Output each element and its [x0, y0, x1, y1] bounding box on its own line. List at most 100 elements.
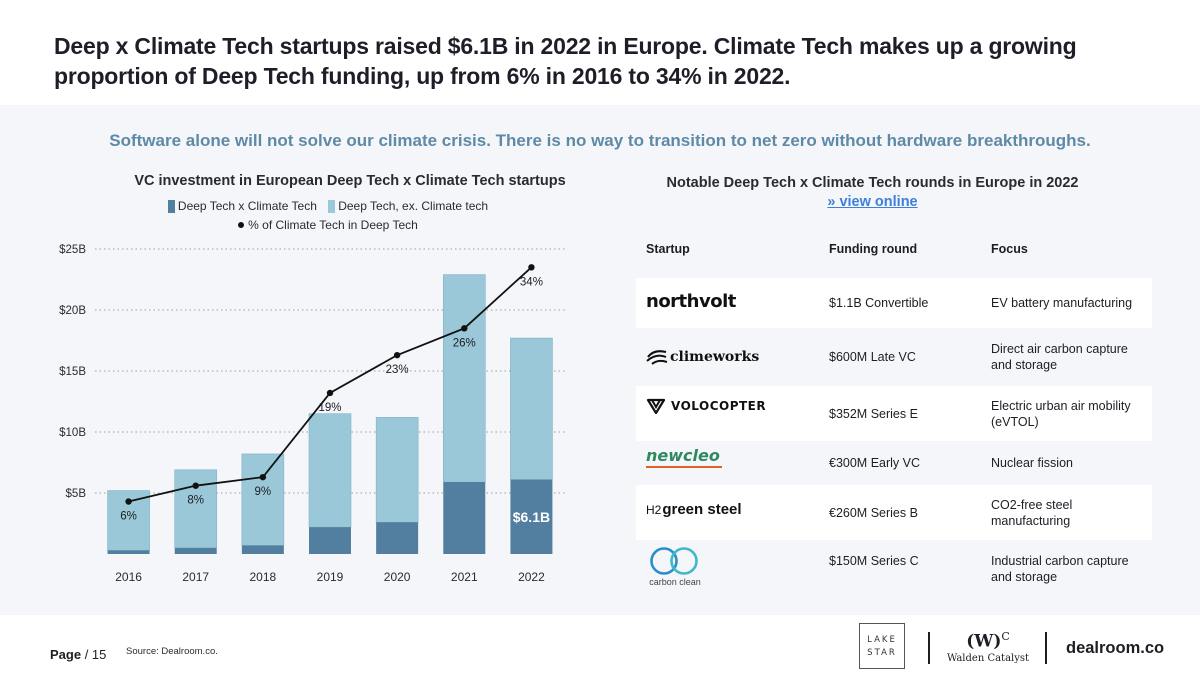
pct-point: [393, 351, 401, 359]
y-tick-label: $25B: [59, 244, 86, 256]
y-tick-label: $10B: [59, 427, 86, 439]
walden-mark: (W): [966, 631, 1002, 652]
lake-star-top: LAKE: [867, 635, 897, 645]
legend-item-pct: % of Climate Tech in Deep Tech: [238, 218, 418, 232]
x-tick-label: 2019: [317, 570, 344, 584]
climeworks-mark-icon: [646, 350, 668, 365]
y-tick-label: $5B: [66, 488, 87, 500]
focus-cell: Direct air carbon capture and storage: [991, 342, 1128, 372]
x-tick-label: 2021: [451, 570, 478, 584]
page-number: Page / 15: [50, 647, 106, 662]
bar-callout-label: $6.1B: [513, 509, 550, 525]
pct-label: 19%: [318, 402, 341, 414]
walden-catalyst-logo: (W)C Walden Catalyst: [946, 626, 1030, 665]
climeworks-logo: climeworks: [646, 349, 759, 365]
newcleo-underline: [646, 466, 722, 468]
legend-swatch-deep-ex: [328, 199, 336, 213]
y-tick-label: $15B: [59, 366, 86, 378]
pct-label: 23%: [386, 364, 409, 376]
legend-swatch-climate: [167, 199, 175, 213]
source-note: Source: Dealroom.co.: [126, 646, 218, 657]
carbon-clean-logo: carbon clean: [646, 545, 704, 587]
pct-label: 8%: [187, 495, 204, 507]
bar-deep-x-climate: [107, 550, 150, 554]
bar-deep-x-climate: [510, 479, 553, 554]
bar-deep-x-climate: [443, 482, 486, 554]
funding-round-cell: €260M Series B: [829, 506, 918, 520]
pct-point: [125, 498, 132, 505]
table-title: Notable Deep Tech x Climate Tech rounds …: [666, 175, 1079, 191]
panel-subtitle: Software alone will not solve our climat…: [109, 131, 1091, 150]
bar-deep-tech-ex-climate: [107, 490, 150, 551]
funding-round-cell: $352M Series E: [829, 407, 918, 421]
logo-divider: [1045, 632, 1047, 664]
x-tick-label: 2016: [115, 570, 142, 584]
pct-point: [461, 325, 468, 332]
pct-label: 9%: [255, 486, 272, 498]
bar-deep-x-climate: [376, 522, 419, 554]
legend-label-pct: % of Climate Tech in Deep Tech: [248, 218, 418, 232]
header-focus: Focus: [991, 242, 1028, 256]
northvolt-logo: northvolt: [646, 291, 736, 312]
volocopter-logo: VOLOCOPTER: [646, 397, 766, 415]
view-online-link[interactable]: » view online: [827, 194, 918, 210]
bar-deep-x-climate: [174, 547, 217, 554]
lake-star-logo: LAKE STAR: [859, 623, 905, 669]
pct-label: 26%: [453, 337, 476, 349]
pct-label: 6%: [120, 511, 137, 523]
header-startup: Startup: [646, 242, 690, 256]
funding-round-cell: $600M Late VC: [829, 350, 916, 364]
table-row: carbon clean $150M Series C Industrial c…: [636, 542, 1152, 592]
focus-cell: Industrial carbon capture and storage: [991, 554, 1129, 584]
bar-deep-tech-ex-climate: [174, 469, 218, 549]
newcleo-logo: newcleo: [646, 447, 722, 468]
x-tick-label: 2017: [182, 570, 209, 584]
x-tick-label: 2018: [250, 570, 277, 584]
bar-deep-tech-ex-climate: [241, 453, 285, 546]
page-label: Page: [50, 647, 82, 662]
y-tick-label: $20B: [59, 305, 86, 317]
bar-deep-x-climate: [309, 527, 351, 554]
focus-cell: EV battery manufacturing: [991, 296, 1133, 310]
table-row: northvolt $1.1B Convertible EV battery m…: [636, 278, 1152, 328]
chart-legend: Deep Tech x Climate Tech Deep Tech, ex. …: [0, 199, 656, 216]
header-funding-round: Funding round: [829, 242, 918, 256]
focus-cell: Electric urban air mobility (eVTOL): [991, 399, 1131, 429]
chart-legend-line: % of Climate Tech in Deep Tech: [0, 217, 656, 232]
legend-item-climate: Deep Tech x Climate Tech: [167, 199, 317, 213]
funding-round-cell: $150M Series C: [829, 554, 919, 568]
legend-dot-pct: [238, 222, 245, 228]
chart-title: VC investment in European Deep Tech x Cl…: [134, 173, 566, 189]
page-total: / 15: [84, 647, 107, 662]
funding-round-cell: €300M Early VC: [829, 456, 921, 470]
lake-star-bottom: STAR: [867, 648, 897, 658]
page-headline: Deep x Climate Tech startups raised $6.1…: [54, 33, 1077, 89]
bar-deep-tech-ex-climate: [308, 413, 352, 528]
h2-green-steel-logo: H2 green steel: [646, 501, 742, 518]
pct-point: [528, 264, 535, 271]
bar-deep-tech-ex-climate: [442, 274, 486, 483]
table-row: H2 green steel €260M Series B CO2-free s…: [636, 485, 1152, 540]
bar-deep-tech-ex-climate: [375, 417, 419, 523]
legend-label-climate: Deep Tech x Climate Tech: [177, 199, 317, 213]
dealroom-logo: dealroom.co: [1066, 639, 1165, 657]
table-row: newcleo €300M Early VC Nuclear fission: [636, 443, 1152, 483]
pct-point: [326, 389, 334, 397]
carbon-clean-mark-icon: [650, 547, 698, 575]
walden-name: Walden Catalyst: [946, 652, 1030, 664]
pct-point: [259, 473, 267, 481]
legend-label-deep-ex: Deep Tech, ex. Climate tech: [338, 199, 489, 213]
bar-deep-tech-ex-climate: [510, 337, 553, 480]
logo-divider: [928, 632, 930, 664]
x-tick-label: 2020: [384, 570, 411, 584]
legend-item-deep-ex: Deep Tech, ex. Climate tech: [328, 199, 488, 213]
vc-investment-chart: $5B $10B $15B $20B $25B 2016 2017 2018 2019 2020 2…: [59, 244, 565, 584]
pct-point: [192, 482, 199, 489]
table-row: VOLOCOPTER $352M Series E Electric urban…: [636, 386, 1152, 441]
x-tick-label: 2022: [518, 570, 545, 584]
funding-round-cell: $1.1B Convertible: [829, 296, 929, 310]
bar-deep-x-climate: [241, 545, 284, 554]
walden-mark-sup: C: [1001, 630, 1010, 643]
table-row: climeworks $600M Late VC Direct air carb…: [636, 330, 1152, 384]
focus-cell: Nuclear fission: [991, 456, 1073, 470]
